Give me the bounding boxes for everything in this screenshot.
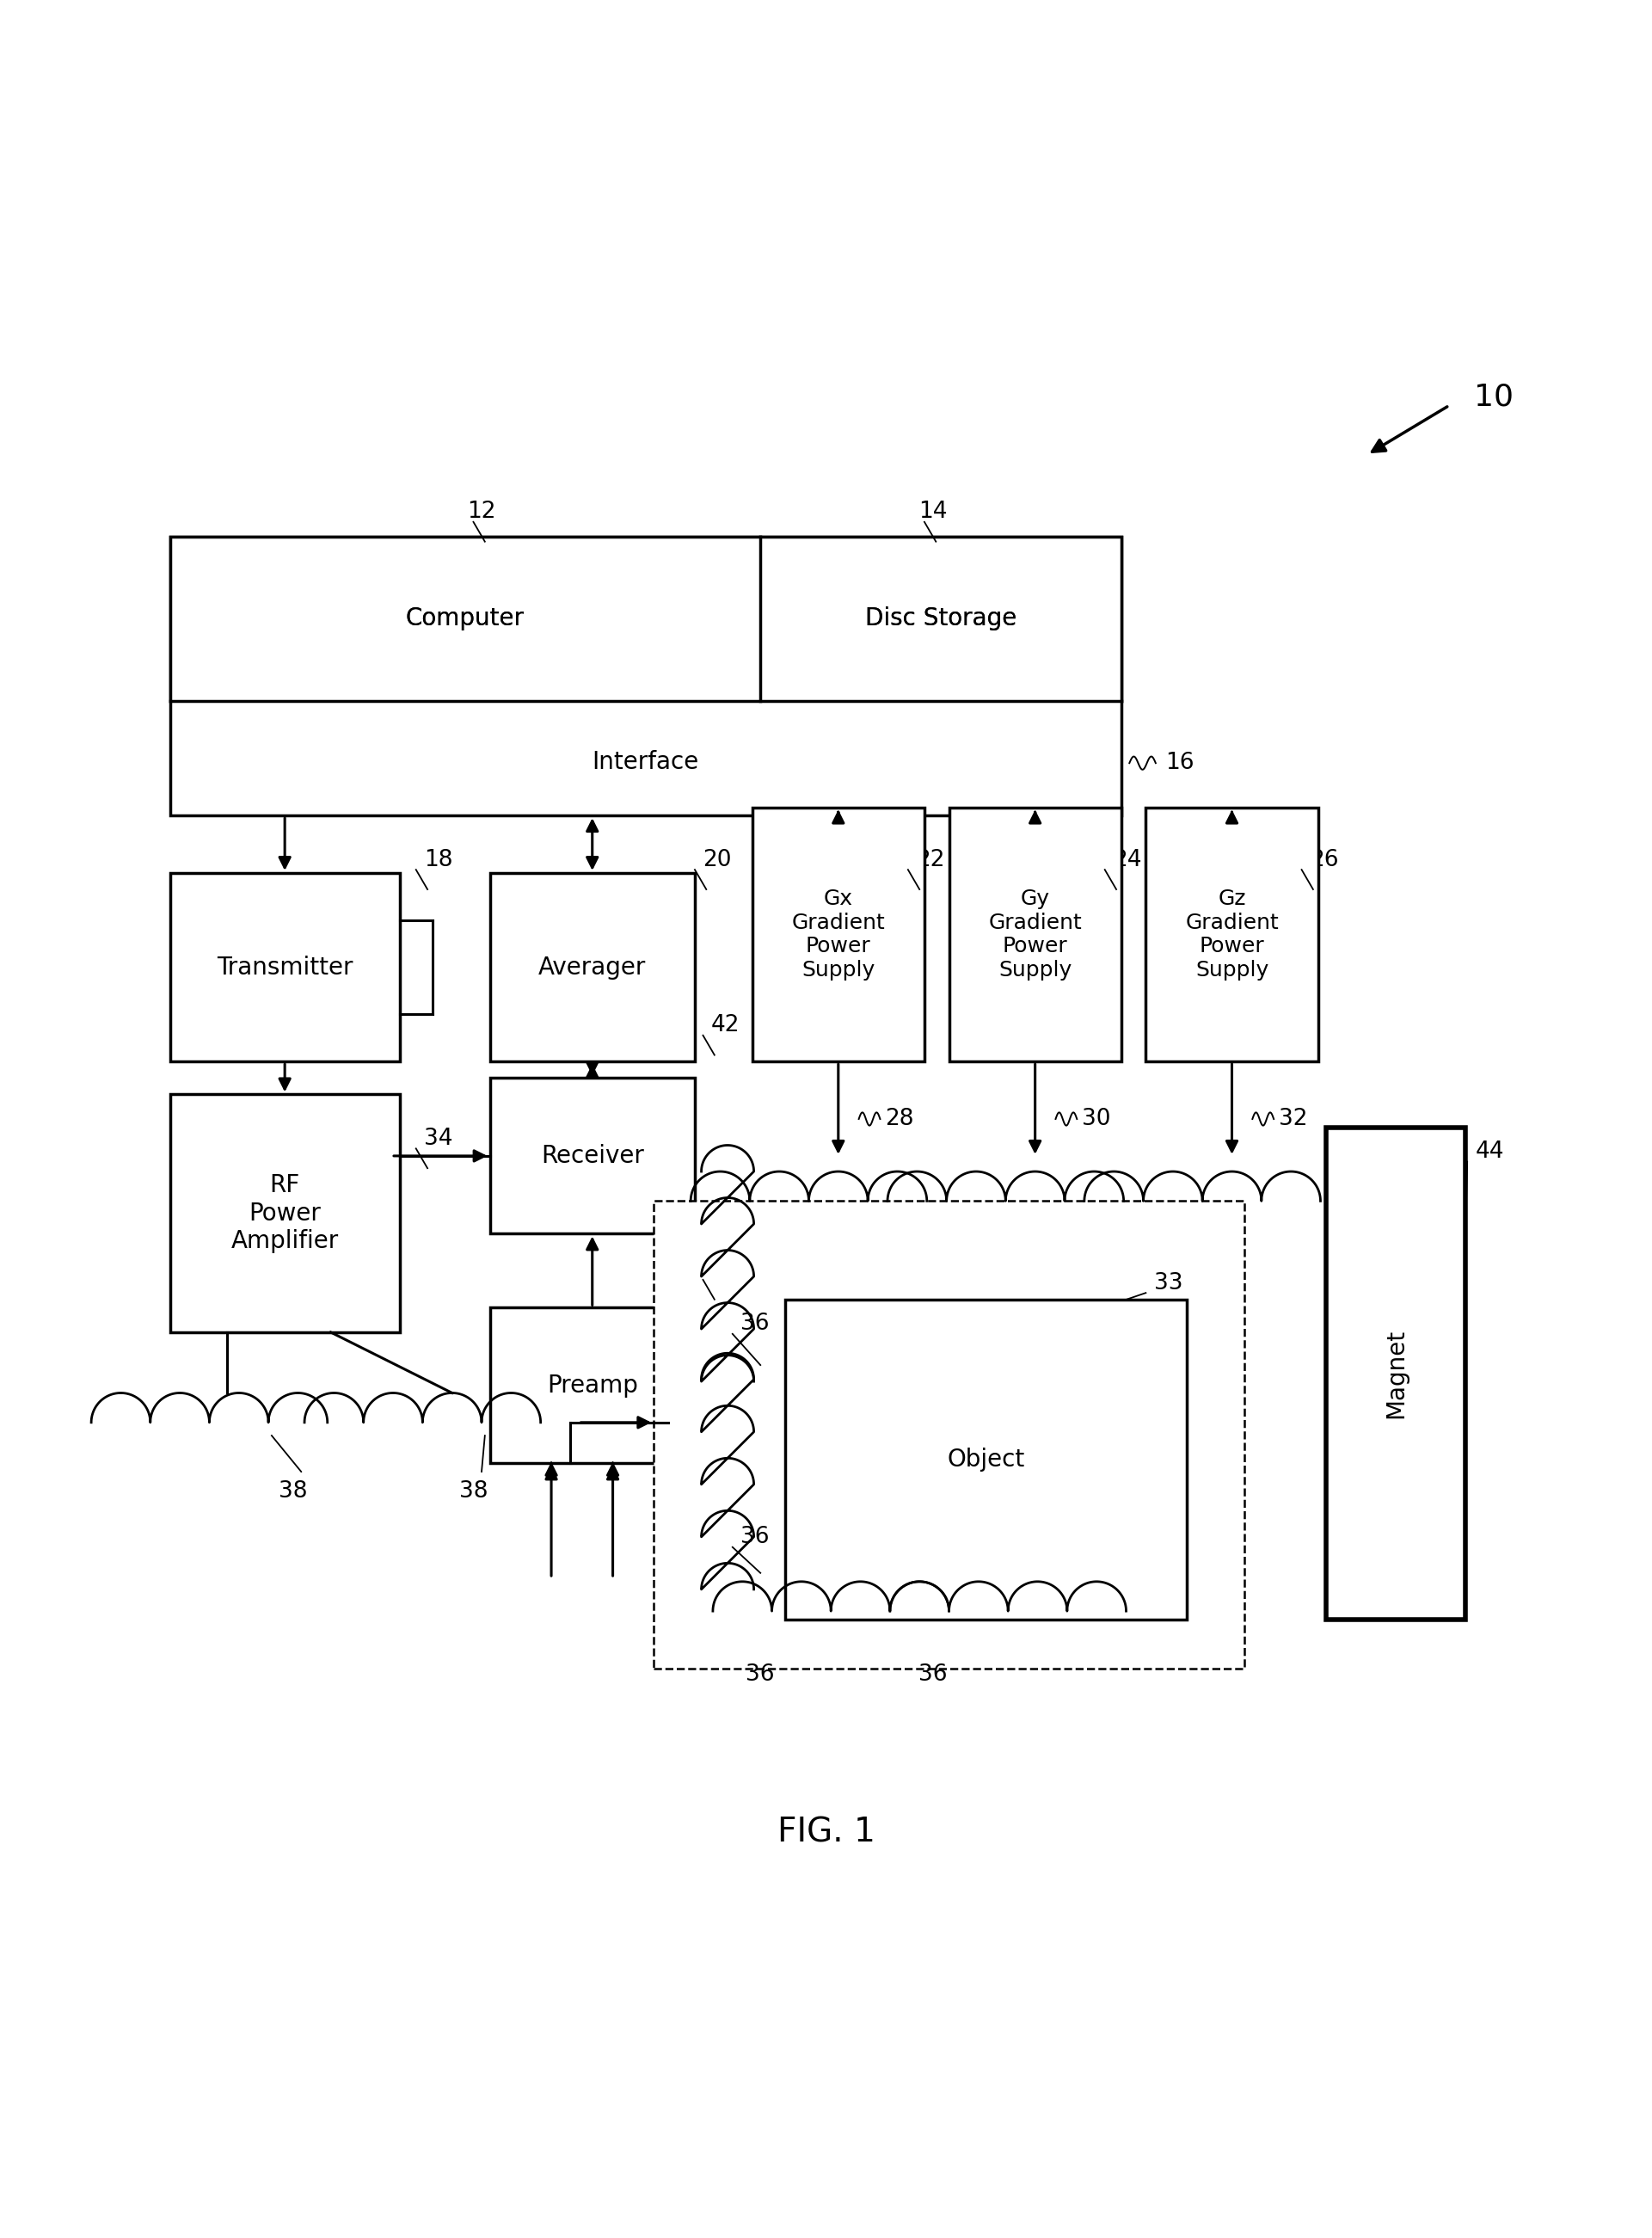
Bar [170, 873, 400, 1061]
Bar [785, 1300, 1186, 1620]
Text: 26: 26 [1310, 848, 1338, 871]
Bar [948, 808, 1122, 1061]
Text: Gz
Gradient
Power
Supply: Gz Gradient Power Supply [1184, 888, 1279, 980]
Text: 24: 24 [1113, 848, 1142, 871]
Text: Preamp: Preamp [547, 1374, 638, 1397]
Bar [654, 1202, 1244, 1670]
Text: 34: 34 [425, 1128, 453, 1150]
Text: 40: 40 [712, 1258, 740, 1280]
Bar [760, 537, 1122, 700]
Text: Interface: Interface [591, 750, 699, 774]
Bar [170, 1094, 400, 1332]
Text: 16: 16 [1166, 752, 1194, 774]
Text: 14: 14 [919, 501, 947, 524]
Text: Computer: Computer [406, 606, 525, 631]
Text: 18: 18 [425, 848, 453, 871]
Text: 44: 44 [1475, 1141, 1505, 1164]
Bar [1146, 808, 1318, 1061]
Text: 30: 30 [1082, 1108, 1110, 1130]
Text: Gy
Gradient
Power
Supply: Gy Gradient Power Supply [988, 888, 1082, 980]
Bar [752, 808, 925, 1061]
Text: Object: Object [947, 1448, 1024, 1470]
Text: 36: 36 [919, 1663, 947, 1685]
Text: Averager: Averager [539, 956, 646, 980]
Text: 32: 32 [1279, 1108, 1307, 1130]
Text: 36: 36 [747, 1663, 775, 1685]
Text: Disc Storage: Disc Storage [866, 606, 1016, 631]
Bar [170, 537, 1122, 815]
Text: FIG. 1: FIG. 1 [776, 1817, 876, 1849]
Text: 12: 12 [468, 501, 496, 524]
Text: 36: 36 [740, 1526, 770, 1549]
Text: 28: 28 [885, 1108, 914, 1130]
Text: 38: 38 [279, 1479, 307, 1502]
Bar [1327, 1128, 1465, 1620]
Text: 42: 42 [712, 1014, 740, 1036]
Text: Transmitter: Transmitter [216, 956, 354, 980]
Text: Receiver: Receiver [540, 1144, 644, 1168]
Text: Computer: Computer [406, 606, 525, 631]
Text: 33: 33 [1155, 1271, 1183, 1294]
Text: Magnet: Magnet [1384, 1329, 1408, 1419]
Bar [489, 1307, 695, 1464]
Bar [489, 873, 695, 1061]
Text: 38: 38 [459, 1479, 487, 1502]
Bar [489, 1079, 695, 1233]
Text: Disc Storage: Disc Storage [866, 606, 1016, 631]
Bar [170, 537, 760, 700]
Text: 20: 20 [704, 848, 732, 871]
Text: RF
Power
Amplifier: RF Power Amplifier [231, 1173, 339, 1253]
Text: Gx
Gradient
Power
Supply: Gx Gradient Power Supply [791, 888, 885, 980]
Text: 10: 10 [1474, 383, 1513, 412]
Text: 36: 36 [740, 1314, 770, 1336]
Text: 22: 22 [917, 848, 945, 871]
